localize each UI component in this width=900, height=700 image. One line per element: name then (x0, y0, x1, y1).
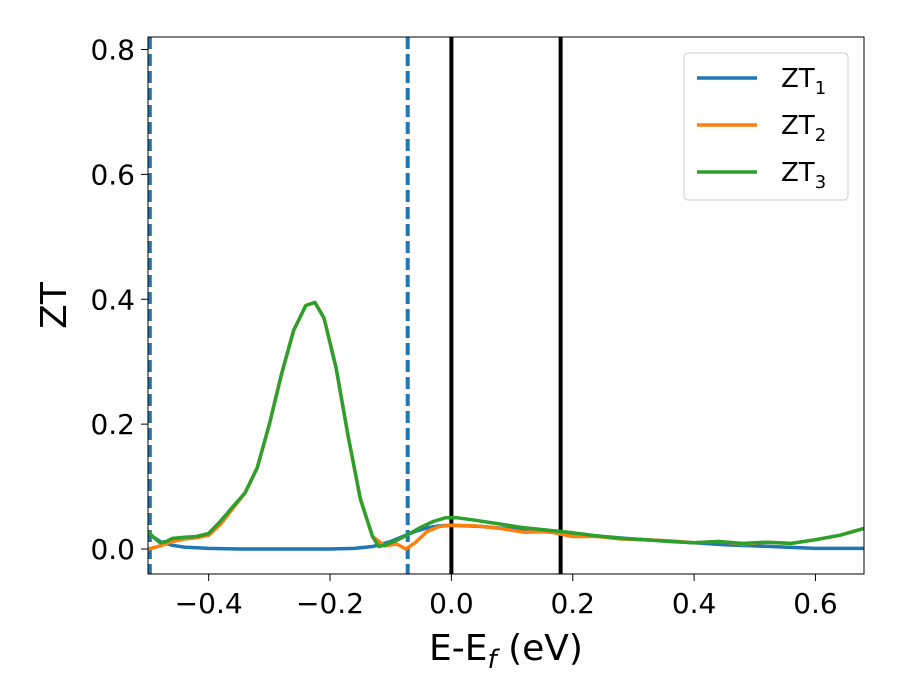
x-axis-label: E-Ef (eV) (429, 628, 583, 675)
y-tick-label-3: 0.4 (90, 283, 135, 316)
y-axis-label: ZT (34, 281, 75, 329)
legend-label-3: ZT3 (781, 158, 826, 193)
x-tick-label-6: 0.6 (793, 587, 838, 620)
x-tick-label-2: −0.2 (296, 587, 364, 620)
x-axis-ticks: −0.4 −0.2 0.0 0.2 0.4 0.6 (175, 574, 838, 620)
x-tick-label-1: −0.4 (175, 587, 243, 620)
legend-label-2: ZT2 (781, 111, 826, 146)
legend: ZT1 ZT2 ZT3 (683, 52, 849, 201)
x-tick-label-3: 0.0 (429, 587, 474, 620)
x-axis-label-main: E-E (429, 628, 487, 669)
plot-frame (147, 36, 865, 575)
y-tick-label-4: 0.6 (90, 158, 135, 191)
x-tick-label-5: 0.4 (672, 587, 717, 620)
series-lines (148, 300, 864, 551)
y-tick-label-2: 0.2 (90, 408, 135, 441)
legend-label-1: ZT1 (781, 64, 826, 99)
y-tick-label-1: 0.0 (90, 533, 135, 566)
vertical-marker-lines (148, 37, 563, 574)
x-tick-label-4: 0.2 (550, 587, 595, 620)
series-line-1 (148, 523, 864, 551)
x-axis-label-unit: (eV) (497, 628, 583, 669)
y-tick-label-5: 0.8 (90, 33, 135, 66)
series-line-2 (148, 300, 864, 551)
series-line-3 (148, 300, 864, 549)
y-axis-ticks: 0.0 0.2 0.4 0.6 0.8 (90, 33, 148, 566)
legend-box (683, 52, 849, 201)
